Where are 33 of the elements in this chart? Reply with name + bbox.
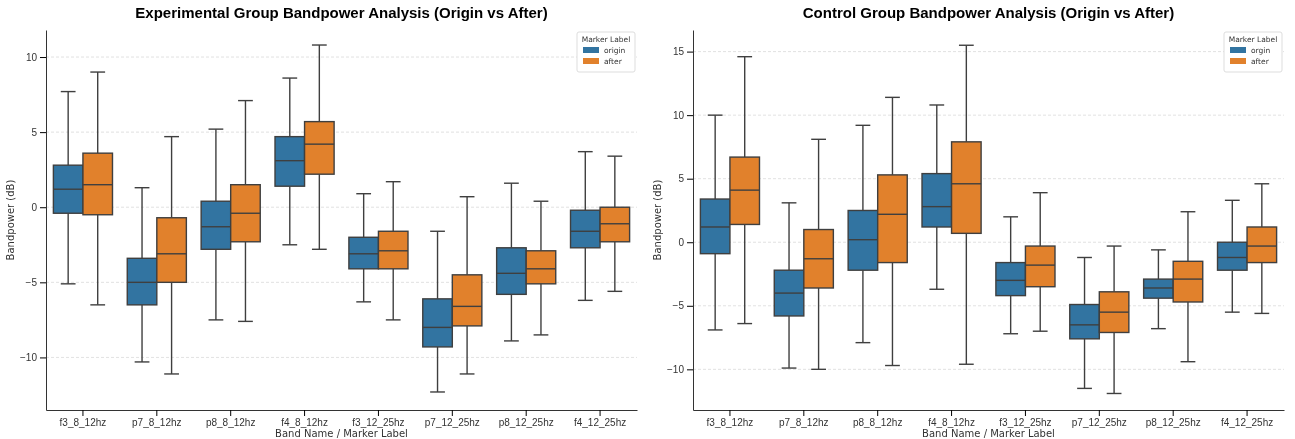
x-tick-label: p7_12_25hz bbox=[424, 417, 480, 429]
x-tick-label: f4_12_25hz bbox=[1220, 417, 1274, 429]
chart-title: Control Group Bandpower Analysis (Origin vs After) bbox=[802, 4, 1175, 21]
x-tick-label: p8_12_25hz bbox=[1145, 417, 1201, 429]
y-tick-label: −10 bbox=[667, 364, 685, 376]
y-tick-label: 15 bbox=[672, 46, 685, 58]
x-tick-label: p7_12_25hz bbox=[1071, 417, 1127, 429]
y-tick-label: 0 bbox=[31, 201, 38, 213]
y-tick-label: 0 bbox=[678, 236, 685, 248]
x-tick-label: f4_12_25hz bbox=[573, 417, 627, 429]
x-tick-label: f4_8_12hz bbox=[928, 417, 975, 429]
y-axis-title: Bandpower (dB) bbox=[652, 179, 663, 261]
x-tick-label: f4_8_12hz bbox=[281, 417, 328, 429]
x-tick-label: f3_12_25hz bbox=[999, 417, 1052, 429]
y-tick-label: −10 bbox=[20, 352, 38, 364]
y-tick-label: 5 bbox=[678, 173, 685, 185]
y-tick-label: 5 bbox=[31, 126, 38, 138]
y-tick-label: 10 bbox=[672, 109, 685, 121]
x-axis-title: Band Name / Marker Label bbox=[275, 428, 408, 439]
x-tick-label: f3_12_25hz bbox=[352, 417, 405, 429]
x-tick-label: p7_8_12hz bbox=[132, 417, 182, 429]
y-tick-label: −5 bbox=[672, 300, 685, 312]
x-axis-title: Band Name / Marker Label bbox=[922, 428, 1055, 439]
y-tick-label: −5 bbox=[25, 277, 38, 289]
chart-title: Experimental Group Bandpower Analysis (Origin vs After) bbox=[135, 4, 548, 21]
y-tick-label: 10 bbox=[25, 51, 38, 63]
x-tick-label: p8_8_12hz bbox=[205, 417, 256, 429]
x-tick-label: p8_8_12hz bbox=[852, 417, 903, 429]
x-tick-label: p7_8_12hz bbox=[779, 417, 829, 429]
y-axis-title: Bandpower (dB) bbox=[5, 179, 16, 261]
x-tick-label: f3_8_12hz bbox=[59, 417, 107, 429]
x-tick-label: f3_8_12hz bbox=[706, 417, 754, 429]
x-tick-label: p8_12_25hz bbox=[498, 417, 554, 429]
